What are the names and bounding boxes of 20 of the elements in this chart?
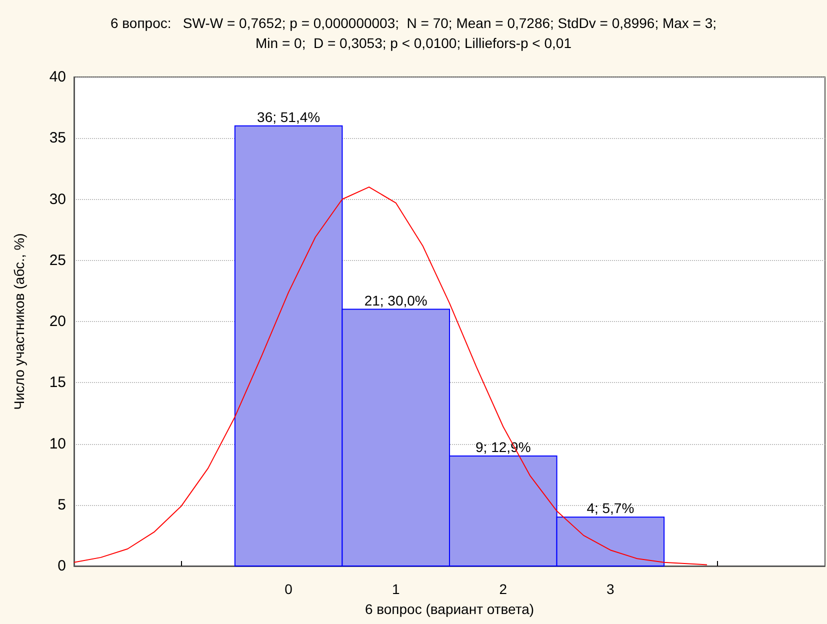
y-tick-label: 25 [49, 252, 66, 269]
data-label: 21; 30,0% [364, 292, 428, 308]
y-tick-label: 30 [49, 190, 66, 208]
y-tick-label: 40 [49, 68, 66, 86]
y-tick-label: 10 [49, 435, 66, 452]
line-series [74, 186, 708, 566]
x-tick-label: 2 [499, 581, 508, 597]
x-tick-label: 1 [392, 581, 400, 597]
data-label: 4; 5,7% [586, 500, 634, 516]
data-label: 36; 51,4% [257, 108, 320, 125]
y-tick-label: 20 [49, 313, 66, 330]
chart-title: 6 вопрос: SW-W = 0,7652; p = 0,000000003; N = 70; Mean = 0,7286; StdDv = 0,8996; Max = 3; Min = 0; D = 0,3053; p < 0,0100; Lilliefors-p < 0,01 [110, 15, 717, 51]
y-tick-label: 5 [58, 496, 66, 514]
x-tick-label: 3 [606, 581, 615, 597]
y-tick-label: 15 [49, 374, 66, 392]
y-tick-label: 35 [49, 130, 66, 147]
y-tick-label: 0 [58, 558, 66, 574]
y-axis-title: Число участников (абс., %) [11, 233, 27, 410]
x-tick-label: 0 [284, 581, 293, 597]
x-axis-title: 6 вопрос (вариант ответа) [364, 601, 534, 617]
